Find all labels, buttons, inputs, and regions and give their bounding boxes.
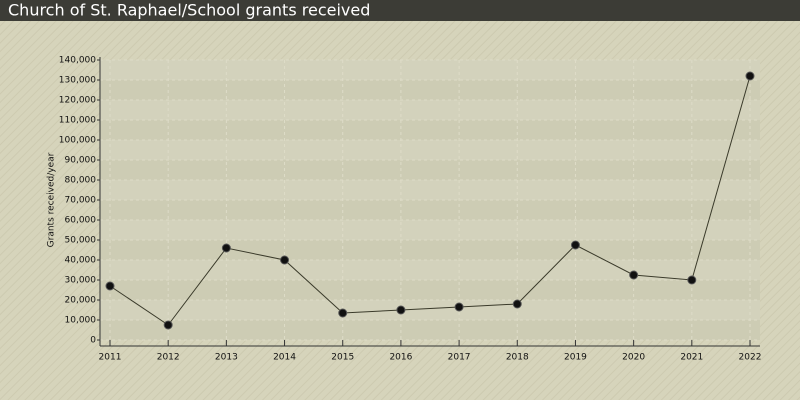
data-point xyxy=(570,240,580,250)
y-tick-label: 130,000 xyxy=(59,76,96,86)
plot-band xyxy=(100,260,760,280)
data-point xyxy=(221,243,231,253)
y-tick-label: 70,000 xyxy=(65,196,97,206)
x-tick-label: 2016 xyxy=(389,353,412,363)
y-tick-label: 120,000 xyxy=(59,96,96,106)
x-tick-label: 2014 xyxy=(273,353,296,363)
plot-band xyxy=(100,200,760,220)
y-axis-label: Grants received/year xyxy=(47,152,57,247)
y-tick-label: 30,000 xyxy=(65,276,97,286)
x-tick-label: 2013 xyxy=(215,353,238,363)
x-tick-label: 2019 xyxy=(564,353,587,363)
plot-band xyxy=(100,180,760,200)
data-point xyxy=(629,270,639,280)
plot-band xyxy=(100,120,760,140)
plot-band xyxy=(100,300,760,320)
plot-band xyxy=(100,100,760,120)
data-point xyxy=(454,302,464,312)
plot-band xyxy=(100,240,760,260)
y-tick-label: 50,000 xyxy=(65,236,97,246)
y-tick-label: 0 xyxy=(90,336,96,346)
data-point xyxy=(280,255,290,265)
plot-band xyxy=(100,220,760,240)
title-bar xyxy=(0,0,800,21)
y-tick-label: 110,000 xyxy=(59,116,96,126)
plot-band xyxy=(100,140,760,160)
x-tick-label: 2018 xyxy=(506,353,529,363)
data-point xyxy=(105,281,115,291)
y-tick-label: 10,000 xyxy=(65,316,97,326)
plot-band xyxy=(100,280,760,300)
plot-band xyxy=(100,80,760,100)
x-tick-label: 2015 xyxy=(331,353,354,363)
y-tick-label: 20,000 xyxy=(65,296,97,306)
chart-title: Church of St. Raphael/School grants rece… xyxy=(8,1,370,20)
y-tick-label: 100,000 xyxy=(59,136,96,146)
x-tick-label: 2022 xyxy=(739,353,762,363)
plot-band xyxy=(100,60,760,80)
y-tick-label: 80,000 xyxy=(65,176,97,186)
x-tick-label: 2011 xyxy=(99,353,122,363)
plot-band xyxy=(100,160,760,180)
x-tick-label: 2021 xyxy=(680,353,703,363)
data-point xyxy=(512,299,522,309)
data-line xyxy=(109,75,751,326)
y-tick-label: 140,000 xyxy=(59,56,96,66)
x-tick-label: 2012 xyxy=(157,353,180,363)
x-tick-label: 2017 xyxy=(448,353,471,363)
data-point xyxy=(163,320,173,330)
data-point xyxy=(338,308,348,318)
x-tick-label: 2020 xyxy=(622,353,645,363)
data-point xyxy=(687,275,697,285)
plot-band xyxy=(100,320,760,340)
data-point xyxy=(396,305,406,315)
data-point xyxy=(745,71,755,81)
y-tick-label: 60,000 xyxy=(65,216,97,226)
y-tick-label: 40,000 xyxy=(65,256,97,266)
y-tick-label: 90,000 xyxy=(65,156,97,166)
